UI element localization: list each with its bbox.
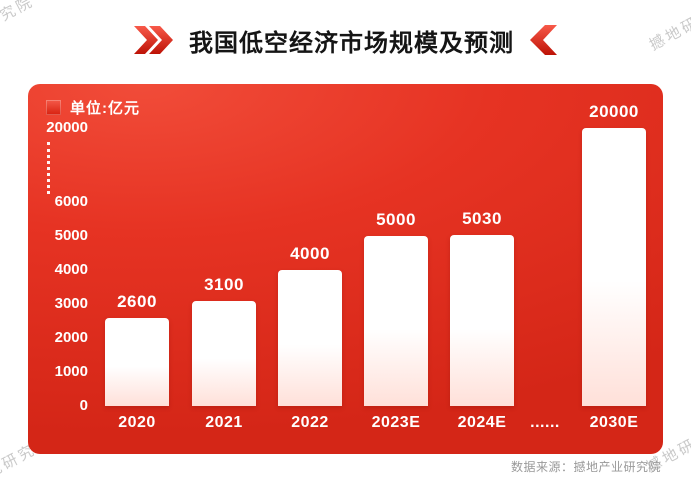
bar-chart-plot: 0 1000 2000 3000 4000 5000 6000 20000 2020 2600 20…: [28, 84, 663, 454]
legend-unit-label: 单位:亿元: [70, 100, 140, 117]
y-axis-tick-label: 0: [79, 397, 88, 414]
bar-2022: [278, 270, 342, 406]
bar-2023E: [364, 236, 428, 406]
y-axis-tick-label: 3000: [54, 295, 88, 312]
bar-value-label: 3100: [204, 274, 244, 294]
double-chevron-right-icon: [134, 26, 173, 54]
x-axis-label: 2023E: [371, 414, 421, 431]
x-axis-label: 2024E: [457, 414, 507, 431]
y-axis-tick-label: 5000: [54, 227, 88, 244]
bar-value-label: 20000: [589, 102, 639, 121]
chart-panel: 单位:亿元 0 1000 2000 3000 4000 5000 6000 20000 2020…: [28, 84, 663, 454]
chevron-left-icon: [530, 25, 557, 55]
bar-2030E: [582, 128, 646, 406]
y-axis-tick-label: 1000: [54, 363, 88, 380]
bar-2021: [192, 300, 256, 406]
bar-2024E: [450, 234, 514, 406]
bar-value-label: 5030: [462, 208, 502, 228]
x-axis-label: 2021: [205, 414, 243, 431]
y-axis-tick-label: 6000: [54, 193, 88, 210]
bar-2020: [105, 317, 169, 406]
y-axis-tick-label: 4000: [54, 261, 88, 278]
bar-value-label: 4000: [290, 244, 330, 263]
x-axis-label: 2020: [118, 414, 156, 431]
page-title: 我国低空经济市场规模及预测: [189, 29, 514, 57]
axis-break-dotted-line: [47, 142, 50, 194]
legend-swatch-icon: [46, 100, 61, 115]
bar-value-label: 5000: [376, 210, 416, 229]
y-axis-tick-label: 2000: [54, 329, 88, 346]
data-source-label: 数据来源：撼地产业研究院: [510, 460, 661, 474]
legend: 单位:亿元: [46, 97, 140, 118]
y-axis-tick-label: 20000: [46, 119, 88, 136]
x-axis-label: 2030E: [589, 414, 639, 431]
x-axis-label: ......: [530, 414, 560, 431]
header: 我国低空经济市场规模及预测: [0, 18, 691, 62]
x-axis-label: 2022: [291, 414, 329, 431]
bar-value-label: 2600: [117, 291, 157, 311]
